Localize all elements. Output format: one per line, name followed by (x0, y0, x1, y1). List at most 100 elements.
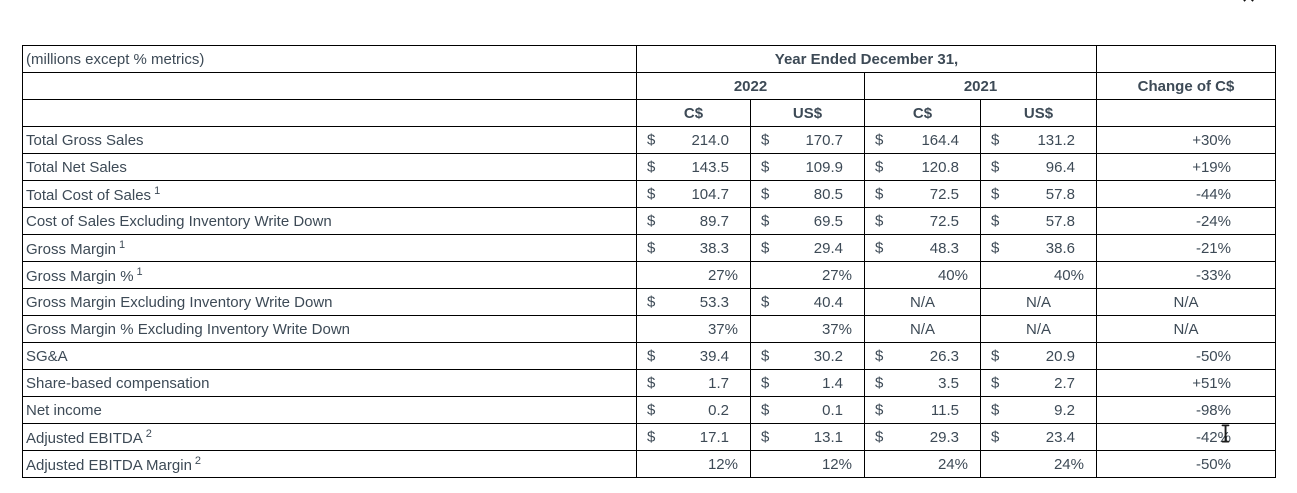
dollar-sign: $ (761, 131, 770, 149)
cell-money: $131.2 (980, 126, 1097, 154)
cell-value: 38.6 (1045, 239, 1075, 257)
dollar-sign: $ (647, 428, 656, 446)
cell-money: $0.1 (750, 396, 865, 424)
dollar-sign: $ (875, 212, 884, 230)
cell-money: $48.3 (864, 234, 981, 262)
cell-value: 69.5 (813, 212, 843, 230)
cell-value: 0.2 (708, 401, 729, 419)
dollar-sign: $ (991, 428, 1000, 446)
cell-money: $80.5 (750, 180, 865, 208)
dollar-sign: $ (875, 239, 884, 257)
cell-value: 29.3 (929, 428, 959, 446)
cell-money: $69.5 (750, 207, 865, 235)
cell-percent: 40% (864, 261, 981, 289)
table-row: Share-based compensation $1.7 $1.4 $3.5 $2.7… (22, 369, 1276, 397)
dollar-sign: $ (647, 293, 656, 311)
dollar-sign: $ (991, 158, 1000, 176)
dollar-sign: $ (761, 401, 770, 419)
cell-value: 131.2 (1037, 131, 1075, 149)
cell-value: 89.7 (699, 212, 729, 230)
cell-money: $1.7 (636, 369, 751, 397)
cell-value: 170.7 (805, 131, 843, 149)
cell-percent: 24% (864, 450, 981, 478)
cell-percent: 40% (980, 261, 1097, 289)
cell-value: 120.8 (921, 158, 959, 176)
year-2021-header: 2021 (864, 72, 1097, 100)
footnote-marker: 1 (136, 265, 143, 278)
dollar-sign: $ (875, 185, 884, 203)
row-label: Share-based compensation (22, 369, 637, 397)
cell-money: $57.8 (980, 180, 1097, 208)
cell-value: 57.8 (1045, 185, 1075, 203)
cell-money: $72.5 (864, 207, 981, 235)
cell-na: N/A (980, 315, 1097, 343)
cell-value: 26.3 (929, 347, 959, 365)
cell-money: $120.8 (864, 153, 981, 181)
dollar-sign: $ (875, 158, 884, 176)
cell-value: 9.2 (1054, 401, 1075, 419)
table-row: Adjusted EBITDA 2 $17.1 $13.1 $29.3 $23.4 -42% (22, 423, 1276, 451)
row-label: Total Gross Sales (22, 126, 637, 154)
cell-money: $13.1 (750, 423, 865, 451)
empty-cell (22, 99, 637, 127)
cell-money: $29.3 (864, 423, 981, 451)
dollar-sign: $ (991, 239, 1000, 257)
row-label: Adjusted EBITDA Margin 2 (22, 450, 637, 478)
table-row: Total Cost of Sales 1 $104.7 $80.5 $72.5 $57.… (22, 180, 1276, 208)
cell-change: -98% (1096, 396, 1276, 424)
cell-value: 143.5 (691, 158, 729, 176)
cell-money: $164.4 (864, 126, 981, 154)
cell-value: 72.5 (929, 185, 959, 203)
cell-value: 57.8 (1045, 212, 1075, 230)
table-row: Cost of Sales Excluding Inventory Write … (22, 207, 1276, 235)
cell-percent: 37% (636, 315, 751, 343)
dollar-sign: $ (761, 293, 770, 311)
dollar-sign: $ (647, 131, 656, 149)
row-label: Adjusted EBITDA 2 (22, 423, 637, 451)
cell-money: $1.4 (750, 369, 865, 397)
dollar-sign: $ (875, 401, 884, 419)
cell-money: $17.1 (636, 423, 751, 451)
cell-money: $170.7 (750, 126, 865, 154)
dollar-sign: $ (647, 347, 656, 365)
cell-money: $9.2 (980, 396, 1097, 424)
cell-money: $30.2 (750, 342, 865, 370)
close-icon[interactable]: ✕ (1241, 0, 1256, 8)
footnote-marker: 1 (119, 238, 126, 251)
cell-change: +19% (1096, 153, 1276, 181)
dollar-sign: $ (761, 212, 770, 230)
cell-value: 109.9 (805, 158, 843, 176)
cell-money: $29.4 (750, 234, 865, 262)
header-row-currency: C$ US$ C$ US$ (22, 99, 1276, 127)
cell-percent: 24% (980, 450, 1097, 478)
row-label: Gross Margin Excluding Inventory Write D… (22, 288, 637, 316)
row-label: Total Cost of Sales 1 (22, 180, 637, 208)
table-row: Total Net Sales $143.5 $109.9 $120.8 $96.4 +1… (22, 153, 1276, 181)
currency-header-usd-2022: US$ (750, 99, 865, 127)
cell-change: -42% (1096, 423, 1276, 451)
cell-money: $23.4 (980, 423, 1097, 451)
unit-note: (millions except % metrics) (22, 45, 637, 73)
dollar-sign: $ (991, 185, 1000, 203)
cell-change: +30% (1096, 126, 1276, 154)
cell-value: 164.4 (921, 131, 959, 149)
cell-value: 23.4 (1045, 428, 1075, 446)
dollar-sign: $ (991, 401, 1000, 419)
cell-money: $26.3 (864, 342, 981, 370)
dollar-sign: $ (761, 185, 770, 203)
cell-percent: 37% (750, 315, 865, 343)
dollar-sign: $ (991, 212, 1000, 230)
financial-table: (millions except % metrics) Year Ended D… (22, 45, 1276, 478)
cell-value: 39.4 (699, 347, 729, 365)
row-label: Net income (22, 396, 637, 424)
cell-na: N/A (864, 288, 981, 316)
cell-money: $39.4 (636, 342, 751, 370)
cell-percent: 27% (636, 261, 751, 289)
dollar-sign: $ (647, 374, 656, 392)
table-row: Total Gross Sales $214.0 $170.7 $164.4 $131.… (22, 126, 1276, 154)
cell-value: 2.7 (1054, 374, 1075, 392)
dollar-sign: $ (761, 428, 770, 446)
cell-value: 29.4 (813, 239, 843, 257)
cell-change: -24% (1096, 207, 1276, 235)
cell-money: $104.7 (636, 180, 751, 208)
